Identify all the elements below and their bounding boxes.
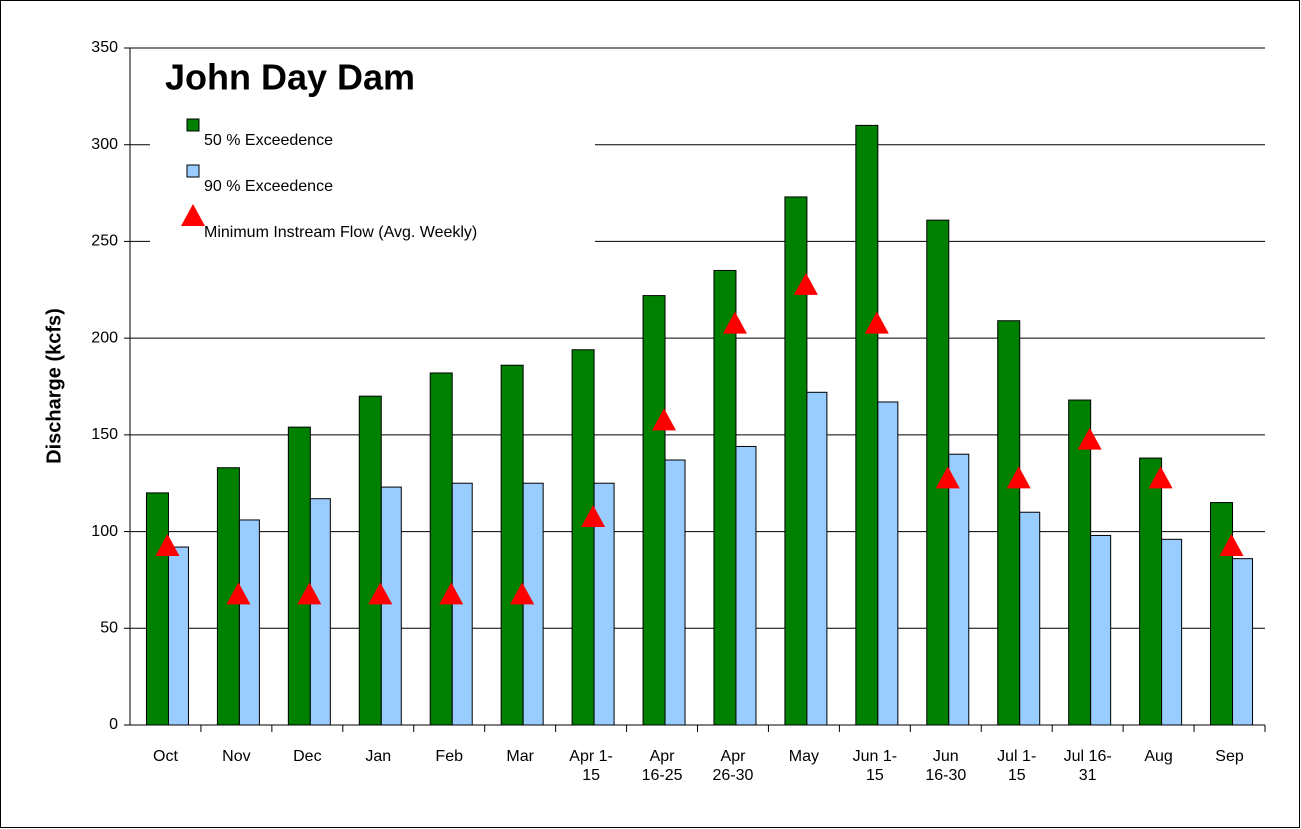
bar — [145, 492, 169, 726]
triangle-marker — [793, 272, 818, 295]
x-tick-label: Nov — [222, 748, 250, 765]
triangle-marker — [181, 204, 205, 226]
triangle-marker — [297, 582, 322, 605]
y-tick-label: 250 — [91, 233, 118, 250]
triangle-marker — [226, 582, 251, 605]
legend-label: Minimum Instream Flow (Avg. Weekly) — [204, 224, 477, 241]
x-tick-label: Mar — [506, 748, 534, 765]
x-tick-label: Oct — [153, 748, 178, 765]
triangle-marker — [1148, 466, 1173, 489]
x-tick-label: Apr 26-30 — [713, 748, 754, 784]
legend-label: 90 % Exceedence — [204, 178, 333, 195]
y-tick-label: 0 — [109, 716, 118, 733]
x-tick-label: Apr 16-25 — [642, 748, 683, 784]
bar — [309, 498, 331, 726]
y-tick-label: 100 — [91, 523, 118, 540]
y-tick-label: 150 — [91, 426, 118, 443]
legend-label: 50 % Exceedence — [204, 132, 333, 149]
x-tick-label: May — [789, 748, 819, 765]
x-tick-label: Jul 16-31 — [1064, 748, 1112, 784]
bar — [735, 445, 757, 726]
triangle-marker — [581, 505, 606, 528]
bar — [664, 459, 686, 726]
bar — [380, 486, 402, 726]
x-tick-label: Jun 16-30 — [925, 748, 966, 784]
bar — [784, 196, 808, 726]
bar — [593, 482, 615, 726]
y-tick-label: 200 — [91, 329, 118, 346]
x-tick-label: Dec — [293, 748, 321, 765]
bar — [1019, 511, 1041, 726]
triangle-marker — [722, 311, 747, 334]
legend-swatch — [186, 118, 200, 132]
legend-swatch — [186, 164, 200, 178]
bar — [429, 372, 453, 726]
bar — [287, 426, 311, 726]
bar — [500, 364, 524, 726]
triangle-marker — [510, 582, 535, 605]
bar — [1139, 457, 1163, 726]
x-tick-label: Aug — [1144, 748, 1172, 765]
y-axis-label: Discharge (kcfs) — [43, 308, 65, 464]
x-tick-label: Jan — [365, 748, 391, 765]
triangle-marker — [935, 466, 960, 489]
chart-title: John Day Dam — [165, 57, 415, 98]
bar — [1090, 534, 1112, 726]
y-tick-label: 350 — [91, 39, 118, 56]
bar — [167, 546, 189, 726]
bar — [642, 295, 666, 726]
bar — [855, 124, 879, 726]
triangle-marker — [439, 582, 464, 605]
bar — [948, 453, 970, 726]
bar — [571, 349, 595, 726]
triangle-marker — [1219, 534, 1244, 557]
triangle-marker — [864, 311, 889, 334]
x-tick-label: Jun 1-15 — [853, 748, 897, 784]
bar — [877, 401, 899, 726]
bar — [1232, 558, 1254, 726]
triangle-marker — [652, 408, 677, 431]
x-tick-label: Feb — [435, 748, 463, 765]
y-tick-label: 50 — [100, 620, 118, 637]
bar — [358, 395, 382, 726]
y-tick-label: 300 — [91, 136, 118, 153]
bar — [1210, 502, 1234, 726]
legend-background — [150, 56, 595, 246]
x-tick-label: Sep — [1215, 748, 1244, 765]
triangle-marker — [1006, 466, 1031, 489]
x-tick-label: Jul 1-15 — [997, 748, 1036, 784]
bar — [1161, 538, 1183, 726]
bar — [238, 519, 260, 726]
x-tick-label: Apr 1-15 — [569, 748, 613, 784]
triangle-marker — [368, 582, 393, 605]
bar — [806, 391, 828, 726]
bar — [997, 320, 1021, 726]
bar — [713, 269, 737, 726]
triangle-marker — [155, 534, 180, 557]
triangle-marker — [1077, 427, 1102, 450]
